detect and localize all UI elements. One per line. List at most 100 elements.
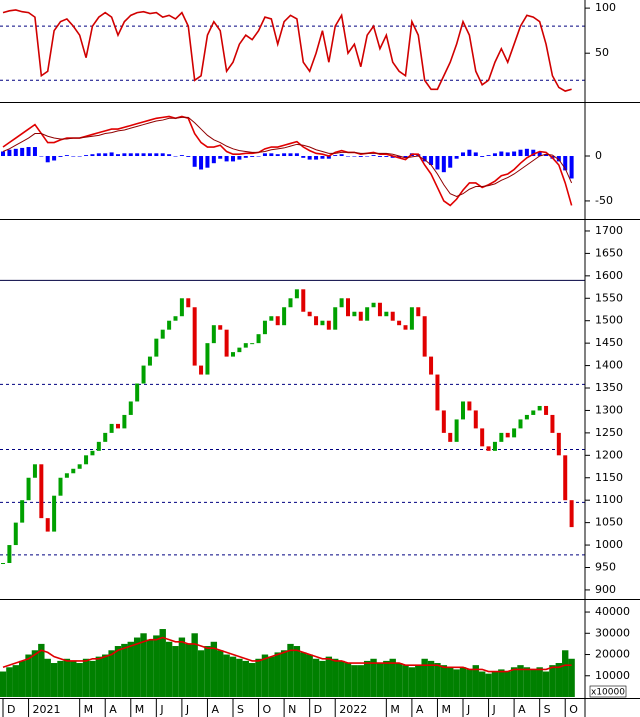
bar [191,633,198,697]
bar [108,650,115,697]
y-tick-label: 1600 [595,269,623,282]
bar [26,147,31,157]
candle-body [141,365,146,384]
x-tick-label: A [416,703,424,716]
candle-body [480,428,485,447]
bar [52,156,57,161]
bar [344,663,352,697]
candle-body [390,311,395,321]
bar [159,629,166,697]
bar [510,667,518,697]
candle-body [422,316,427,357]
candle-body [524,414,529,420]
bar [77,156,82,157]
line [2,116,573,197]
bar [357,665,364,697]
bar [358,156,363,157]
candle-body [186,298,191,308]
candle-body [333,307,338,330]
bar [179,155,184,157]
bar [64,155,69,157]
bar [384,156,389,157]
x-tick-label: 2022 [339,703,367,716]
candle-body [531,410,536,415]
bar [96,153,101,157]
candle-body [116,423,120,429]
bar [38,643,45,697]
bar [211,156,216,164]
bar [243,156,248,158]
candle-body [96,441,101,451]
candle-body [39,464,44,519]
candle-body [1,563,5,565]
bar [435,156,440,170]
candle-body [429,356,434,375]
candle-body [473,410,478,429]
bar [562,650,569,697]
y-tick-label: 1650 [595,246,623,259]
bar [351,665,358,697]
bar [185,643,192,697]
x-tick-label: S [544,703,551,716]
y-tick-label: 1300 [595,403,623,416]
bar [332,658,339,697]
bar [467,149,472,157]
bar [306,654,313,697]
candle-body [256,334,261,344]
bar [199,156,204,170]
bar [480,156,485,157]
bar [133,637,141,697]
candle-body [377,302,382,317]
bar [127,641,134,697]
x-tick-label: D [314,703,322,716]
bar [128,153,133,157]
bar [505,152,510,157]
bar [429,156,434,165]
bar [114,646,122,697]
y-tick-label: 1700 [595,224,623,237]
bar [45,156,50,163]
candle-body [416,307,421,317]
bar [58,156,63,157]
bar [454,156,459,159]
candle-body [135,383,140,402]
bar [294,153,299,157]
y-tick-label: -50 [595,194,613,207]
bar [248,663,256,697]
bar [408,667,416,697]
bar [447,667,454,697]
bar [274,652,281,697]
bar [466,669,473,697]
candle-body [294,289,299,299]
candle-body [147,356,152,366]
candle-body [448,432,453,442]
candle-body [307,311,312,317]
bar [229,656,237,697]
bar [339,154,344,157]
bar [556,156,561,162]
bar [569,156,574,179]
line [2,115,573,207]
bar [363,660,371,697]
bar [280,650,288,697]
bar [397,156,402,158]
candle-body [499,432,504,442]
bar [44,658,51,697]
bar [167,154,172,157]
y-tick-label: 1550 [595,291,623,304]
bar [461,152,465,157]
bar [518,149,523,157]
candle-body [262,320,267,335]
candle-body [314,316,319,326]
bar [485,673,492,697]
bar [523,667,531,697]
candle-body [461,401,465,420]
bar [70,660,77,697]
bar [32,147,37,157]
bar [84,155,89,157]
bar [448,156,453,168]
candle-body [192,307,197,366]
bar [63,658,71,697]
x-tick-label: J [492,703,496,716]
candle-body [52,495,57,532]
